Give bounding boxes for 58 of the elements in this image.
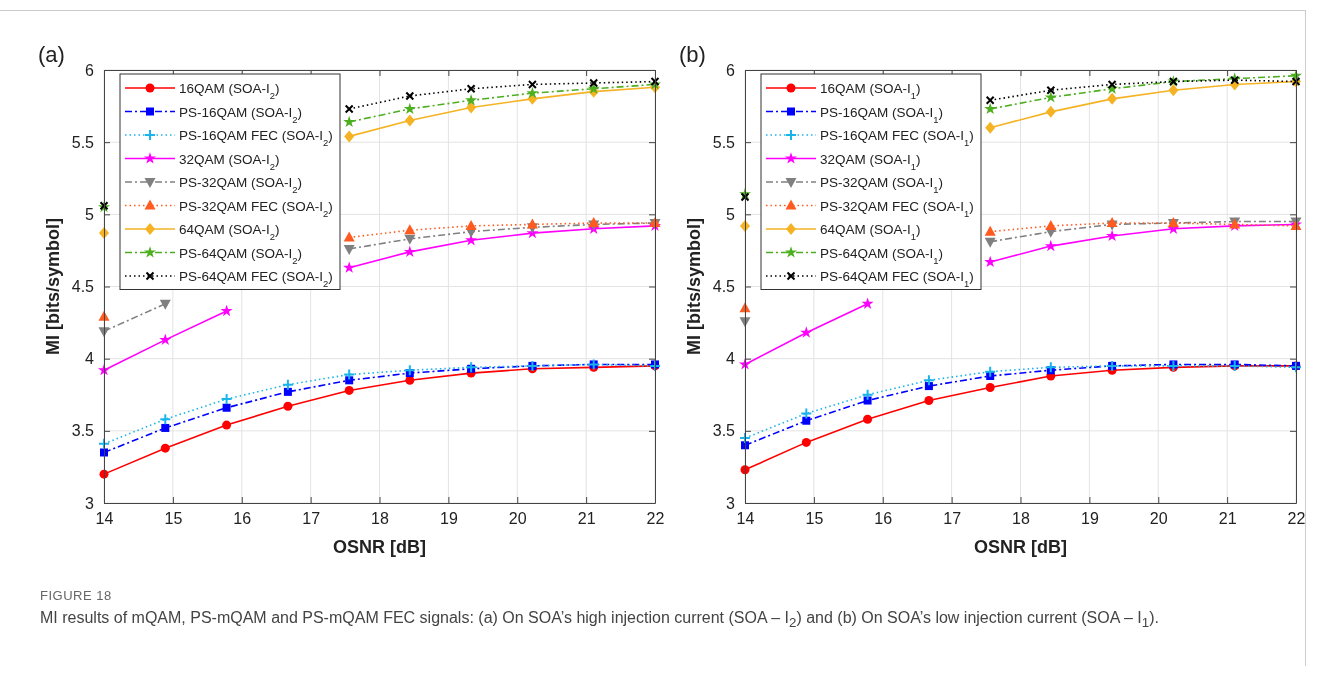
y-tick-label: 3	[726, 494, 736, 512]
text: MI results of mQAM, PS-mQAM and PS-mQAM FEC signals: (a) On SOA’s high injection current (SOA – I$_{2}$) and (b) On SOA’s low injection current (SOA – I$_{1}$).	[40, 608, 1160, 633]
x-tick-label: 22	[1287, 510, 1306, 528]
x-tick-label: 16	[233, 510, 252, 528]
y-tick-label: 4.5	[71, 278, 95, 296]
x-tick-label: 20	[508, 510, 527, 528]
x-tick-label: 18	[1012, 510, 1030, 528]
y-tick-label: 4	[85, 350, 95, 368]
legend-label: PS-64QAM FEC (SOA-I$_{2}$)	[179, 269, 333, 289]
x-tick-label: 19	[439, 510, 458, 528]
legend-label: PS-32QAM (SOA-I$_{1}$)	[820, 175, 944, 195]
x-axis-title: OSNR [dB]	[974, 537, 1067, 557]
legend-label: 16QAM (SOA-I$_{1}$)	[820, 81, 921, 101]
x-tick-label: 14	[736, 510, 755, 528]
legend-label: PS-32QAM FEC (SOA-I$_{2}$)	[179, 198, 333, 218]
y-tick-label: 6	[85, 61, 95, 79]
legend-label: 32QAM (SOA-I$_{1}$)	[820, 151, 921, 171]
legend-label: PS-64QAM (SOA-I$_{1}$)	[820, 245, 944, 265]
legend-label: PS-64QAM FEC (SOA-I$_{1}$)	[820, 269, 974, 289]
caption: FIGURE 18	[40, 587, 113, 605]
legend-label: PS-64QAM (SOA-I$_{2}$)	[179, 245, 303, 265]
legend-label: PS-32QAM FEC (SOA-I$_{1}$)	[820, 198, 974, 218]
y-tick-label: 3	[85, 494, 95, 512]
legend-label: PS-16QAM FEC (SOA-I$_{1}$)	[820, 128, 974, 148]
y-tick-label: 5	[726, 205, 736, 223]
legend-label: PS-16QAM FEC (SOA-I$_{2}$)	[179, 128, 333, 148]
x-tick-label: 21	[1218, 510, 1237, 528]
x-tick-label: 22	[646, 510, 665, 528]
legend-label: PS-16QAM (SOA-I$_{1}$)	[820, 104, 944, 124]
y-tick-label: 4	[726, 350, 736, 368]
x-tick-label: 17	[943, 510, 962, 528]
legend-label: PS-16QAM (SOA-I$_{2}$)	[179, 104, 303, 124]
legend-label: 16QAM (SOA-I$_{2}$)	[179, 81, 280, 101]
y-tick-label: 5	[85, 205, 95, 223]
x-tick-label: 16	[874, 510, 893, 528]
y-tick-label: 5.5	[712, 133, 736, 151]
x-tick-label: 20	[1149, 510, 1168, 528]
x-tick-label: 18	[371, 510, 389, 528]
y-tick-label: 3.5	[712, 422, 736, 440]
x-tick-label: 14	[95, 510, 114, 528]
y-tick-label: 5.5	[71, 133, 95, 151]
legend-label: 64QAM (SOA-I$_{2}$)	[179, 222, 280, 242]
y-axis-title: MI [bits/symbol]	[684, 217, 704, 356]
x-tick-label: 21	[577, 510, 596, 528]
chart-title: (b)	[679, 42, 706, 67]
y-axis-title: MI [bits/symbol]	[43, 217, 63, 356]
chart-title: (a)	[38, 42, 65, 67]
legend-label: 32QAM (SOA-I$_{2}$)	[179, 151, 280, 171]
x-tick-label: 19	[1080, 510, 1099, 528]
legend-label: 64QAM (SOA-I$_{1}$)	[820, 222, 921, 242]
x-tick-label: 15	[164, 510, 183, 528]
y-tick-label: 6	[726, 61, 736, 79]
y-tick-label: 3.5	[71, 422, 95, 440]
legend-label: PS-32QAM (SOA-I$_{2}$)	[179, 175, 303, 195]
x-axis-title: OSNR [dB]	[333, 537, 426, 557]
x-tick-label: 17	[302, 510, 321, 528]
y-tick-label: 4.5	[712, 278, 736, 296]
x-tick-label: 15	[805, 510, 824, 528]
